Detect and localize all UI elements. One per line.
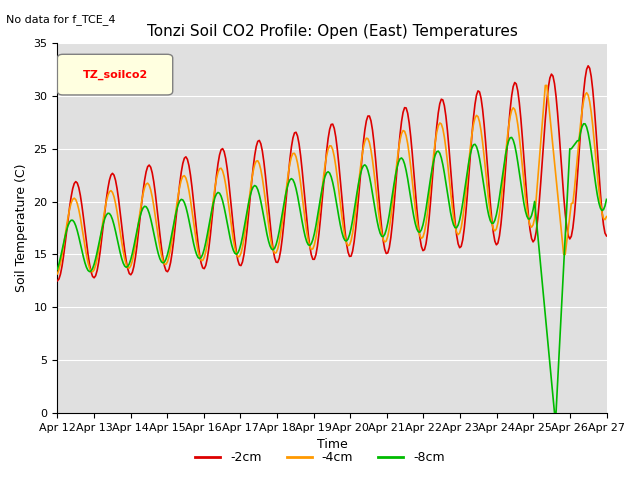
X-axis label: Time: Time <box>317 438 348 451</box>
FancyBboxPatch shape <box>58 54 173 95</box>
Y-axis label: Soil Temperature (C): Soil Temperature (C) <box>15 164 28 292</box>
Text: TZ_soilco2: TZ_soilco2 <box>83 70 148 80</box>
Text: No data for f_TCE_4: No data for f_TCE_4 <box>6 14 116 25</box>
Title: Tonzi Soil CO2 Profile: Open (East) Temperatures: Tonzi Soil CO2 Profile: Open (East) Temp… <box>147 24 517 39</box>
Legend: -2cm, -4cm, -8cm: -2cm, -4cm, -8cm <box>190 446 450 469</box>
